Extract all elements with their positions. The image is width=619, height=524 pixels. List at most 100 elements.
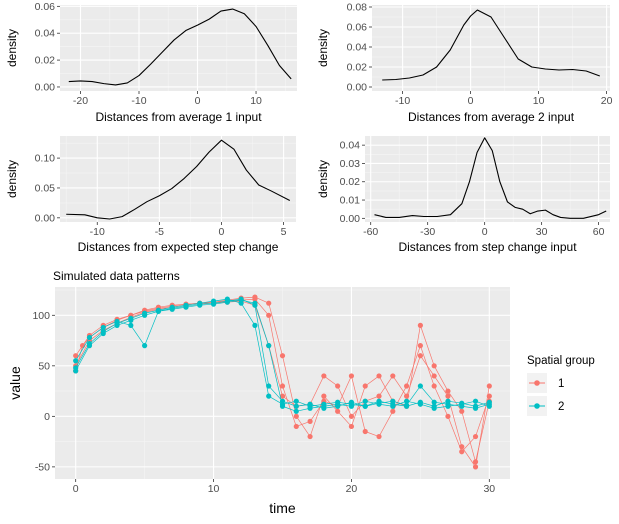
y-tick-label: 50 <box>38 360 50 372</box>
data-point-group-1 <box>321 373 327 379</box>
data-point-group-2 <box>472 403 479 409</box>
x-tick-label: -10 <box>90 226 105 238</box>
y-tick-label: 0.08 <box>347 2 368 14</box>
data-point-group-2 <box>472 398 479 404</box>
data-point-group-1 <box>376 393 382 399</box>
x-tick-label: 5 <box>281 226 287 238</box>
x-axis-title: Distances from average 1 input <box>95 110 262 124</box>
data-point-group-2 <box>403 403 410 409</box>
x-tick-label: 10 <box>208 483 220 495</box>
data-point-group-2 <box>445 398 451 404</box>
data-point-group-1 <box>417 322 423 328</box>
y-tick-label: 0.04 <box>347 42 368 54</box>
x-tick-label: -30 <box>420 226 435 238</box>
y-tick-label: 0.04 <box>35 28 56 40</box>
data-point-group-2 <box>197 300 203 306</box>
data-point-group-1 <box>431 383 437 389</box>
x-tick-label: 30 <box>536 226 548 238</box>
data-point-group-1 <box>417 343 423 349</box>
x-axis-title: Distances from expected step change <box>78 240 279 254</box>
data-point-group-2 <box>335 403 341 409</box>
data-point-group-2 <box>390 401 396 407</box>
legend-entry-label: 1 <box>558 378 564 390</box>
data-point-group-2 <box>86 334 93 341</box>
data-point-group-1 <box>335 408 341 414</box>
data-point-group-2 <box>252 302 258 308</box>
legend-entry-label: 2 <box>558 401 564 413</box>
density-panel-average-2: -10 0 10 20 0.00 0.02 0.04 0.06 0.08 Distances fr… <box>316 2 613 125</box>
density-line <box>374 137 607 219</box>
plot-area <box>66 139 291 220</box>
x-tick-label: -60 <box>363 226 378 238</box>
y-axis-title: value <box>7 366 23 400</box>
data-point-group-2 <box>224 296 230 302</box>
data-point-group-2 <box>266 383 272 389</box>
data-point-group-1 <box>403 383 410 389</box>
x-tick-label: 0 <box>195 95 201 107</box>
data-point-group-1 <box>321 393 327 399</box>
y-tick-label: 0.01 <box>340 195 361 207</box>
panel-background <box>60 136 296 222</box>
y-tick-label: 0.03 <box>340 158 361 170</box>
legend-title: Spatial group <box>527 355 595 367</box>
x-tick-label: 0 <box>468 95 474 107</box>
x-axis-title: Distances from average 2 input <box>408 110 575 124</box>
data-point-group-1 <box>252 294 258 300</box>
data-point-group-2 <box>362 398 368 404</box>
data-point-group-1 <box>279 383 286 389</box>
legend-key-point <box>534 380 540 386</box>
data-point-group-1 <box>307 418 313 424</box>
data-point-group-2 <box>431 399 437 405</box>
x-axis-title: Distances from step change input <box>398 240 577 254</box>
density-panel-average-1: -20 -10 0 10 0.00 0.02 0.04 0.06 Distances from … <box>5 1 297 124</box>
data-point-group-2 <box>73 358 79 364</box>
panel-background <box>372 5 610 91</box>
density-line <box>66 139 291 220</box>
data-point-group-1 <box>486 383 492 389</box>
panel-background <box>365 136 610 222</box>
x-tick-label: 20 <box>346 483 358 495</box>
y-tick-label: 0.00 <box>340 213 361 225</box>
data-point-group-2 <box>335 399 341 405</box>
data-point-group-2 <box>169 304 175 310</box>
data-point-group-1 <box>293 413 299 419</box>
x-tick-label: 0 <box>219 226 225 238</box>
y-tick-label: 0.00 <box>35 212 56 224</box>
data-point-group-2 <box>86 340 93 347</box>
plot-title: Simulated data patterns <box>53 269 180 283</box>
data-point-group-1 <box>266 300 272 306</box>
data-point-group-2 <box>417 383 423 389</box>
data-point-group-2 <box>376 398 382 404</box>
data-point-group-2 <box>142 310 148 316</box>
y-tick-label: -50 <box>35 461 50 473</box>
data-point-group-1 <box>445 413 451 419</box>
plot-area <box>374 137 607 219</box>
data-point-group-2 <box>100 328 106 335</box>
data-point-group-2 <box>128 322 134 328</box>
data-point-group-2 <box>238 300 244 306</box>
data-point-group-1 <box>431 363 437 369</box>
data-point-group-2 <box>238 296 244 302</box>
x-tick-label: 0 <box>482 226 488 238</box>
y-axis-title: density <box>5 29 19 67</box>
data-point-group-2 <box>100 324 106 331</box>
data-point-group-1 <box>445 393 451 399</box>
data-point-group-1 <box>362 428 368 435</box>
data-point-group-1 <box>279 353 286 359</box>
data-point-group-2 <box>459 400 465 406</box>
y-tick-label: 0.02 <box>347 62 368 74</box>
density-panel-step-change-input: -60 -30 0 30 60 0.00 0.01 0.02 0.03 0.04 Distances… <box>316 136 610 254</box>
data-point-group-2 <box>293 403 299 409</box>
x-tick-label: -10 <box>131 95 146 107</box>
plot-area <box>68 8 292 86</box>
x-tick-label: 10 <box>533 95 545 107</box>
y-tick-label: 0.04 <box>340 140 361 152</box>
data-point-group-2 <box>128 315 134 321</box>
x-tick-label: -20 <box>73 95 88 107</box>
data-point-group-1 <box>376 373 382 379</box>
data-point-group-2 <box>155 307 162 313</box>
data-point-group-2 <box>293 408 299 414</box>
data-point-group-2 <box>321 401 327 407</box>
data-point-group-1 <box>445 388 451 394</box>
